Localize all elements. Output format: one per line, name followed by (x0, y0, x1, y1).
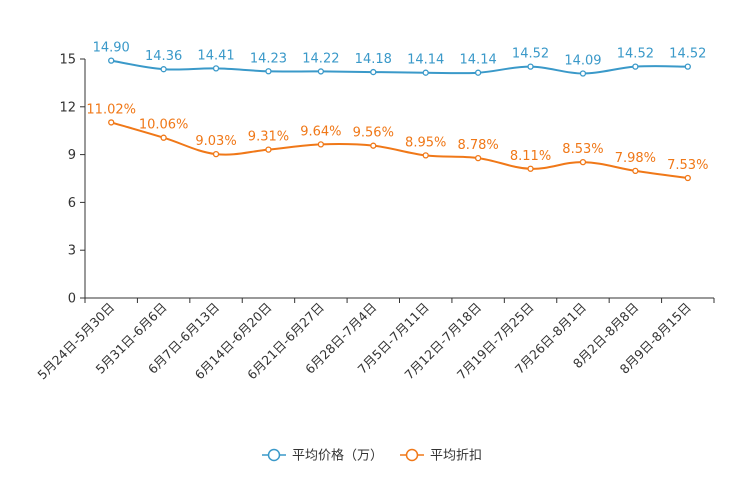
legend-label: 平均价格（万） (292, 448, 383, 464)
data-label: 8.53% (562, 142, 603, 157)
data-point[interactable] (632, 167, 639, 175)
data-point[interactable] (265, 68, 272, 75)
series-layer: 14.90 14.36 14.41 14.23 14.22 14.18 14.14 14.14… (86, 41, 708, 182)
data-label: 10.06% (139, 118, 189, 133)
data-point[interactable] (632, 63, 639, 70)
y-tick-label: 0 (68, 292, 76, 307)
data-point[interactable] (317, 68, 325, 75)
y-tick-label: 12 (59, 100, 76, 115)
legend-item-0[interactable]: 平均价格（万） (262, 448, 383, 464)
y-tick-label: 15 (59, 53, 76, 68)
data-label: 14.52 (617, 47, 654, 62)
data-point[interactable] (108, 57, 115, 64)
legend-marker (267, 448, 281, 462)
data-point[interactable] (108, 119, 115, 126)
legend-marker (405, 448, 419, 462)
data-label: 14.22 (302, 51, 339, 66)
data-label: 14.23 (250, 51, 287, 66)
data-point[interactable] (160, 66, 167, 73)
legend-label: 平均折扣 (430, 449, 482, 464)
data-point[interactable] (474, 154, 482, 162)
data-point[interactable] (579, 70, 587, 77)
data-point[interactable] (370, 68, 377, 76)
axes: 036912155月24日-5月30日5月31日-6月6日6月7日-6月13日6… (34, 53, 715, 382)
data-label: 14.14 (407, 53, 444, 68)
data-point[interactable] (684, 63, 691, 70)
data-point[interactable] (212, 150, 220, 158)
data-label: 8.11% (510, 149, 551, 164)
data-label: 14.36 (145, 49, 182, 64)
data-label: 7.53% (667, 158, 708, 173)
data-point[interactable] (579, 158, 587, 166)
data-point[interactable] (474, 69, 482, 76)
series-1: 11.02%10.06% 9.03% 9.31% 9.64% 9.56% 8.95% 8.7… (86, 102, 708, 182)
data-point[interactable] (160, 134, 167, 141)
y-tick-label: 3 (68, 244, 76, 259)
data-point[interactable] (265, 146, 272, 153)
data-label: 9.64% (300, 124, 341, 139)
data-label: 14.18 (355, 52, 392, 67)
data-point[interactable] (422, 152, 429, 159)
data-point[interactable] (527, 165, 534, 172)
data-label: 9.31% (248, 130, 289, 145)
y-tick-label: 9 (68, 148, 76, 163)
data-point[interactable] (370, 142, 377, 149)
series-0: 14.90 14.36 14.41 14.23 14.22 14.18 14.14 14.14… (93, 41, 706, 77)
data-label: 14.52 (512, 47, 549, 62)
data-point[interactable] (684, 174, 691, 182)
data-point[interactable] (317, 141, 325, 148)
data-label: 7.98% (615, 151, 656, 166)
legend-item-1[interactable]: 平均折扣 (400, 449, 482, 464)
data-point[interactable] (527, 63, 534, 70)
legend[interactable]: 平均价格（万） 平均折扣 (262, 448, 482, 464)
data-label: 8.95% (405, 135, 446, 150)
y-tick-label: 6 (68, 196, 76, 211)
data-label: 9.03% (195, 134, 236, 149)
data-label: 14.52 (669, 47, 706, 62)
data-label: 14.14 (460, 53, 497, 68)
data-label: 11.02% (86, 102, 136, 117)
series-line (110, 121, 688, 180)
series-line (111, 59, 688, 75)
data-label: 14.09 (564, 53, 601, 68)
data-label: 14.41 (197, 48, 234, 63)
data-label: 9.56% (353, 126, 394, 141)
data-label: 14.90 (93, 41, 130, 56)
data-point[interactable] (422, 69, 429, 76)
data-point[interactable] (212, 65, 220, 72)
data-label: 8.78% (457, 138, 498, 153)
